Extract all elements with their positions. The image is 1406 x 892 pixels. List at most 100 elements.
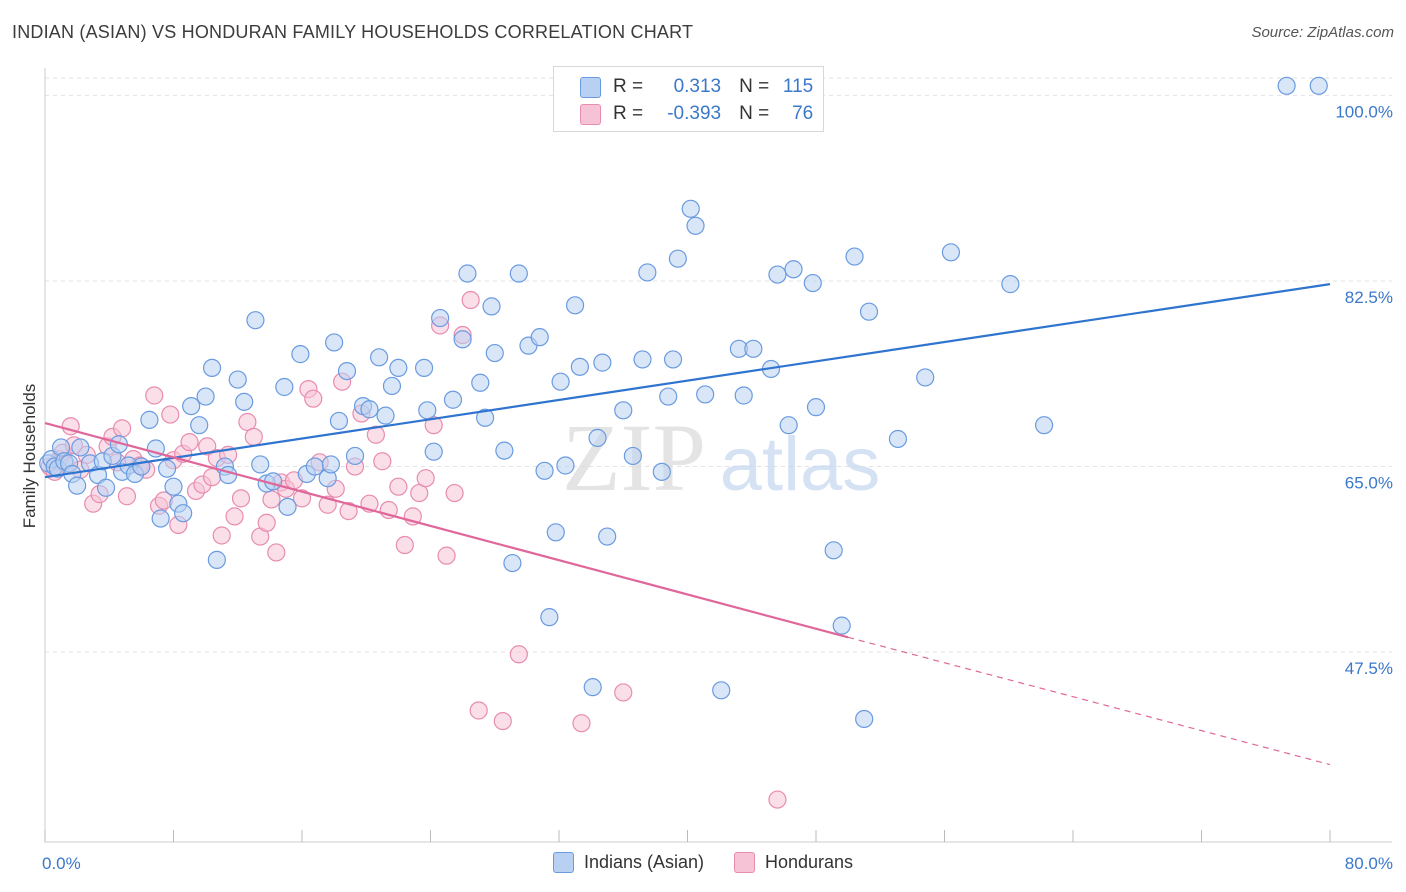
indian-point — [803, 273, 822, 293]
honduran-point — [212, 526, 231, 545]
indian-point — [424, 442, 443, 461]
watermark: ZIP atlas — [562, 404, 880, 511]
x-tick-label-max: 80.0% — [1345, 854, 1393, 873]
indian-point — [140, 410, 159, 429]
indian-point — [824, 541, 843, 560]
indian-point — [530, 328, 549, 347]
legend-row-hondurans: R = -0.393 N = 76 — [554, 100, 813, 128]
indian-point — [784, 260, 803, 279]
legend-swatch-blue — [552, 852, 574, 873]
honduran-point — [768, 790, 787, 809]
indian-point — [382, 376, 402, 396]
honduran-point — [437, 546, 456, 565]
honduran-point — [304, 389, 323, 408]
indian-point — [1034, 416, 1054, 435]
correlation-legend: R = 0.313 N = 115 R = -0.393 N = 76 — [553, 66, 824, 132]
honduran-point — [373, 452, 392, 471]
honduran-trend-extension — [847, 636, 1331, 766]
indian-point — [458, 264, 477, 283]
honduran-point — [614, 683, 633, 702]
indian-point — [329, 411, 349, 431]
y-tick-label: 47.5% — [1345, 659, 1393, 678]
indian-point — [1309, 76, 1328, 95]
indian-point — [686, 216, 705, 235]
honduran-point — [198, 437, 217, 456]
y-axis-label: Family Households — [20, 383, 39, 529]
indian-point — [345, 446, 365, 466]
honduran-point — [509, 645, 528, 664]
legend-r-label: R = — [613, 76, 644, 97]
legend-n-label: N = — [739, 76, 770, 97]
legend-row-indians: R = 0.313 N = 115 — [554, 73, 813, 101]
indian-point — [235, 392, 254, 411]
honduran-point — [112, 419, 132, 438]
indian-point — [668, 249, 687, 268]
honduran-point — [161, 405, 180, 424]
indian-point — [663, 350, 683, 369]
indian-point — [476, 408, 495, 427]
indian-point — [182, 396, 201, 416]
y-tick-label: 82.5% — [1345, 288, 1393, 307]
indian-point — [623, 446, 642, 466]
indian-point — [96, 478, 116, 497]
indian-point — [712, 681, 731, 700]
indian-point — [659, 387, 678, 406]
indian-point — [337, 361, 357, 381]
indian-point — [779, 416, 798, 435]
honduran-point — [244, 427, 263, 446]
honduran-point — [572, 714, 591, 733]
legend-n-label: N = — [739, 103, 770, 124]
y-tick-label: 100.0% — [1335, 102, 1393, 121]
legend-label-indians: Indians (Asian) — [583, 852, 704, 872]
indian-point — [652, 462, 671, 481]
honduran-point — [339, 501, 358, 521]
legend-swatch-pink — [580, 103, 601, 125]
legend-n-value: 115 — [782, 76, 814, 97]
watermark-atlas: atlas — [720, 422, 881, 507]
indian-point — [151, 509, 170, 528]
honduran-point — [469, 701, 488, 720]
indian-point — [321, 455, 341, 474]
indian-point — [638, 263, 657, 282]
honduran-point — [145, 386, 164, 405]
indian-point — [246, 311, 265, 330]
legend-item-indians[interactable]: Indians (Asian) — [552, 852, 704, 873]
legend-item-hondurans[interactable]: Hondurans — [734, 852, 853, 873]
x-tick-label-min: 0.0% — [42, 854, 81, 873]
indian-point — [806, 398, 826, 417]
indian-point — [681, 199, 700, 218]
source-label: Source: ZipAtlas.com — [1251, 24, 1394, 41]
axes — [44, 68, 1392, 843]
indian-point — [768, 265, 787, 284]
indian-point — [202, 358, 222, 378]
indian-point — [291, 345, 310, 364]
indian-point — [546, 523, 565, 542]
indian-point — [196, 387, 215, 406]
indian-point — [614, 401, 633, 420]
legend-r-value: -0.393 — [667, 103, 722, 124]
honduran-point — [366, 425, 385, 444]
indian-point — [551, 372, 570, 391]
honduran-point — [267, 543, 286, 562]
indian-point — [418, 401, 437, 420]
indian-point — [570, 357, 589, 376]
honduran-point — [292, 489, 312, 508]
indian-point — [190, 416, 209, 435]
indian-point — [503, 553, 522, 573]
indian-point — [485, 343, 504, 363]
honduran-point — [225, 507, 244, 526]
honduran-point — [231, 489, 251, 508]
honduran-point — [493, 711, 512, 731]
indian-point — [565, 296, 585, 315]
legend-r-label: R = — [613, 103, 644, 124]
indian-point — [471, 373, 490, 392]
indian-point — [157, 459, 177, 478]
indian-point — [859, 302, 879, 321]
grid-lines — [45, 77, 1392, 653]
honduran-point — [117, 487, 137, 506]
indian-point — [916, 368, 935, 387]
indian-point — [453, 330, 472, 349]
chart-title: INDIAN (ASIAN) VS HONDURAN FAMILY HOUSEH… — [12, 22, 694, 42]
honduran-point — [395, 535, 414, 555]
